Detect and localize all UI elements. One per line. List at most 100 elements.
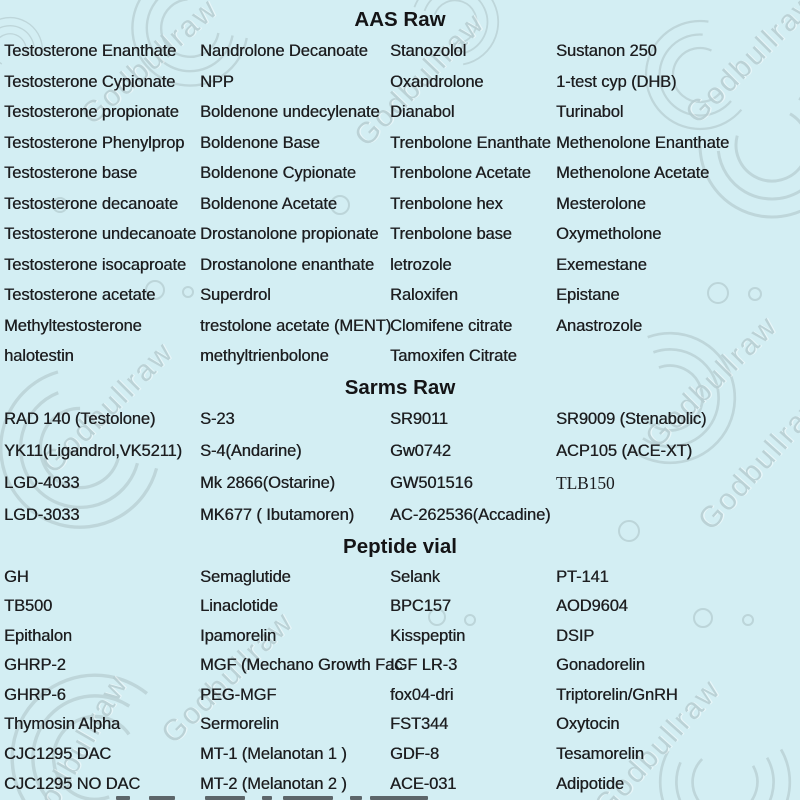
watermark-rings-icon	[131, 0, 249, 87]
watermark-rings-icon	[698, 71, 800, 219]
list-item: letrozole	[390, 255, 452, 274]
list-item: Testosterone Enanthate	[4, 42, 177, 60]
list-item: Testosterone Cypionate	[4, 72, 176, 91]
watermark-bubble-icon	[693, 608, 713, 628]
list-item: FST344	[390, 715, 449, 734]
list-item: Turinabol	[556, 103, 624, 121]
watermark-rings-icon	[644, 19, 756, 131]
list-item: Oxymetholone	[556, 225, 662, 243]
list-item: SR9011	[390, 409, 448, 428]
list-item: Exemestane	[556, 255, 647, 274]
list-item: YK11(Ligandrol,VK5211)	[4, 441, 182, 460]
list-item: Boldenone Acetate	[200, 194, 337, 213]
watermark-bubble-icon	[428, 608, 446, 626]
watermark-bubble-icon	[52, 197, 68, 213]
list-item: Trenbolone base	[390, 225, 512, 243]
section-title: Peptide vial	[343, 534, 457, 558]
section-columns: GH TB500 Epithalon GHRP-2 GHRP-6 Thymosin Alp…	[0, 563, 800, 800]
watermark-rings-icon	[0, 367, 161, 529]
column: S-23 S-4(Andarine) Mk 2866(Ostarine) MK677 …	[200, 403, 390, 531]
list-item: LGD-4033	[4, 473, 80, 492]
watermark-bubble-icon	[707, 282, 729, 304]
list-item: Boldenone Base	[200, 133, 320, 152]
list-item: Drostanolone propionate	[200, 225, 379, 243]
list-item: Epithalon	[4, 626, 72, 645]
column: Selank BPC157 Kisspeptin IGF LR-3 fox04-dri F…	[390, 563, 556, 800]
list-item: Mesterolone	[556, 194, 646, 213]
list-item: Superdrol	[200, 286, 271, 304]
list-item: Boldenone Cypionate	[200, 164, 356, 182]
column: GH TB500 Epithalon GHRP-2 GHRP-6 Thymosin Alp…	[4, 563, 200, 800]
list-item: Testosterone base	[4, 164, 138, 182]
list-item: Testosterone undecanoate	[4, 225, 197, 243]
list-item: CJC1295 DAC	[4, 745, 112, 764]
list-item: Stanozolol	[390, 42, 467, 60]
list-item: S-23	[200, 409, 235, 428]
list-item: Trenbolone hex	[390, 194, 503, 213]
list-item: Tesamorelin	[556, 745, 644, 764]
list-item: AOD9604	[556, 597, 628, 616]
list-item: Gonadorelin	[556, 656, 645, 675]
list-item: Testosterone Phenylprop	[4, 133, 185, 152]
section-title: AAS Raw	[354, 8, 446, 31]
column: SR9011 Gw0742 GW501516 AC-262536(Accadine)	[390, 403, 556, 531]
list-item: AC-262536(Accadine)	[390, 505, 551, 524]
list-item: ACE-031	[390, 774, 457, 793]
column: Nandrolone Decanoate NPP Boldenone undecyl…	[200, 36, 391, 372]
cutoff-text-fragment	[116, 796, 130, 800]
list-item: Kisspeptin	[390, 626, 466, 645]
watermark-rings-icon	[603, 331, 737, 465]
list-item: CJC1295 NO DAC	[4, 774, 141, 793]
cutoff-text-fragment	[283, 796, 333, 800]
list-item: Clomifene citrate	[390, 316, 513, 335]
cutoff-text-fragment	[149, 796, 175, 800]
cutoff-text-fragment	[370, 796, 428, 800]
list-item: Testosterone isocaproate	[4, 255, 186, 274]
list-item: 1-test cyp (DHB)	[556, 72, 677, 91]
list-item: TB500	[4, 597, 53, 616]
list-item: S-4(Andarine)	[200, 441, 302, 460]
list-item: Oxandrolone	[390, 72, 484, 91]
list-item: PT-141	[556, 567, 609, 586]
list-item: halotestin	[4, 347, 74, 365]
list-item: Trenbolone Acetate	[390, 164, 531, 182]
list-item: Raloxifen	[390, 286, 458, 304]
list-item	[556, 341, 800, 372]
list-item: MGF (Mechano Growth Fac	[200, 656, 403, 675]
list-item: Methenolone Acetate	[556, 164, 710, 182]
list-item: Adipotide	[556, 774, 624, 793]
column: Sustanon 250 1-test cyp (DHB) Turinabol Met…	[556, 36, 800, 372]
section-columns: RAD 140 (Testolone) YK11(Ligandrol,VK5211…	[0, 403, 800, 531]
watermark-bubble-icon	[145, 280, 165, 300]
list-item: Selank	[390, 567, 440, 586]
section-title: Sarms Raw	[344, 375, 456, 399]
list-item: Oxytocin	[556, 715, 620, 734]
list-item: Methenolone Enanthate	[556, 133, 730, 152]
list-item: SR9009 (Stenabolic)	[556, 409, 707, 428]
watermark-bubble-icon	[330, 195, 350, 215]
watermark-rings-icon	[10, 673, 180, 800]
list-item: Testosterone acetate	[4, 286, 156, 304]
list-item: Nandrolone Decanoate	[200, 42, 368, 60]
list-item	[556, 499, 800, 531]
column: Semaglutide Linaclotide Ipamorelin MGF (Mec…	[200, 563, 403, 800]
list-item: Linaclotide	[200, 597, 278, 616]
list-item: Methyltestosterone	[4, 316, 142, 335]
section-columns: Testosterone Enanthate Testosterone Cypio…	[0, 36, 800, 372]
column: Stanozolol Oxandrolone Dianabol Trenbolone …	[390, 36, 556, 372]
list-item: GDF-8	[390, 745, 440, 764]
list-item: Sermorelin	[200, 715, 279, 734]
list-item: Sustanon 250	[556, 42, 657, 60]
watermark-rings-icon	[0, 16, 44, 84]
list-item: GHRP-6	[4, 685, 66, 704]
list-item: MT-2 (Melanotan 2 )	[200, 774, 347, 793]
section-sarms-raw: Sarms Raw RAD 140 (Testolone) YK11(Ligandr…	[0, 372, 800, 531]
list-item: methyltrienbolone	[200, 347, 329, 365]
list-item: GHRP-2	[4, 656, 66, 675]
list-item: Trenbolone Enanthate	[390, 133, 551, 152]
watermark-rings-icon	[658, 715, 792, 800]
list-item: MT-1 (Melanotan 1 )	[200, 745, 347, 764]
list-item: BPC157	[390, 597, 451, 616]
